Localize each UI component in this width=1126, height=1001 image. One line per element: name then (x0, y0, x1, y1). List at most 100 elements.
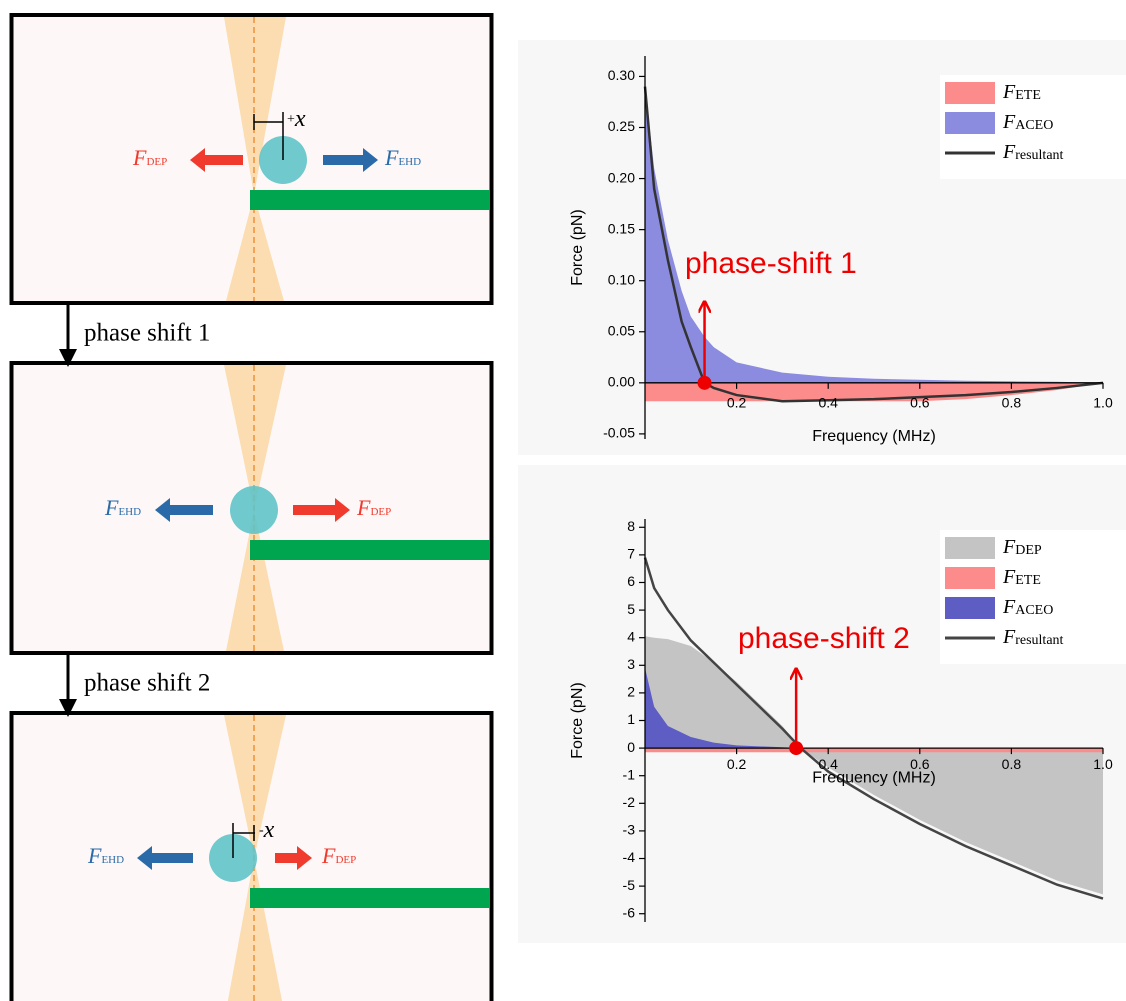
x-axis-title: Frequency (MHz) (812, 428, 936, 445)
y-tick-label: -4 (623, 849, 636, 865)
offset-label: -x (259, 817, 275, 843)
legend-label: FACEO (1002, 111, 1053, 134)
annotation: phase-shift 1 (685, 247, 857, 280)
y-tick-label: 3 (627, 656, 635, 672)
legend-subscript: ETE (1015, 88, 1041, 103)
electrode (250, 190, 490, 210)
y-tick-label: 0.05 (608, 322, 635, 338)
force-subscript: EHD (101, 854, 124, 866)
y-tick-label: 5 (627, 601, 635, 617)
y-tick-label: -2 (623, 794, 636, 810)
force-subscript: DEP (370, 506, 391, 518)
y-tick-label: -3 (623, 822, 636, 838)
force-symbol: F (132, 145, 147, 170)
legend-subscript: ETE (1015, 573, 1041, 588)
y-tick-label: 4 (627, 628, 635, 644)
force-symbol: F (356, 495, 371, 520)
area (645, 748, 1103, 753)
force-arrow (293, 498, 350, 522)
x-tick-label: 0.4 (818, 395, 838, 411)
y-tick-label: 0 (627, 739, 635, 755)
legend-symbol: F (1002, 81, 1016, 103)
legend-swatch (945, 112, 995, 134)
legend-swatch (945, 82, 995, 104)
legend-symbol: F (1002, 596, 1016, 618)
force-subscript: EHD (398, 156, 421, 168)
legend-label: FETE (1002, 81, 1041, 104)
legend-label: FDEP (1002, 536, 1042, 559)
y-tick-label: 0.20 (608, 169, 635, 185)
y-tick-label: 2 (627, 684, 635, 700)
step-label: phase shift 1 (84, 320, 210, 347)
laser-beam (224, 17, 286, 301)
y-tick-label: -0.05 (603, 425, 635, 441)
legend-subscript: ACEO (1015, 603, 1053, 618)
legend-symbol: F (1002, 536, 1016, 558)
force-arrow (275, 846, 312, 870)
legend-subscript: resultant (1015, 633, 1063, 648)
electrode (250, 540, 490, 560)
force-symbol: F (384, 145, 399, 170)
step-label: phase shift 2 (84, 670, 210, 697)
force-subscript: DEP (146, 156, 167, 168)
legend-label: FETE (1002, 566, 1041, 589)
force-arrow (155, 498, 213, 522)
y-tick-label: 0.25 (608, 118, 635, 134)
offset-var: x (263, 817, 275, 843)
y-tick-label: 7 (627, 546, 635, 562)
y-tick-label: -6 (623, 904, 636, 920)
laser-beam (224, 365, 286, 651)
legend-label: Fresultant (1002, 626, 1064, 649)
y-tick-label: -5 (623, 877, 636, 893)
y-tick-label: 8 (627, 518, 635, 534)
annotation: phase-shift 2 (738, 622, 910, 655)
force-label: FEHD (384, 145, 421, 170)
annotation-marker (789, 741, 804, 756)
y-tick-label: 1 (627, 711, 635, 727)
legend-symbol: F (1002, 566, 1016, 588)
y-tick-label: 0.30 (608, 67, 635, 83)
force-label: FDEP (132, 145, 167, 170)
x-tick-label: 0.2 (727, 395, 747, 411)
offset-sign: - (259, 823, 264, 838)
force-arrow (190, 148, 243, 172)
area (645, 86, 1103, 383)
laser-beam (224, 715, 286, 1001)
legend-symbol: F (1002, 141, 1016, 163)
force-symbol: F (87, 843, 102, 868)
legend-subscript: ACEO (1015, 118, 1053, 133)
x-tick-label: 0.8 (1002, 395, 1022, 411)
legend-symbol: F (1002, 111, 1016, 133)
line (643, 86, 1104, 403)
y-tick-label: -1 (623, 766, 636, 782)
force-arrow (323, 148, 378, 172)
particle (230, 486, 278, 534)
x-axis-title: Frequency (MHz) (812, 769, 936, 786)
x-tick-label: 1.0 (1093, 395, 1113, 411)
force-label: FDEP (321, 843, 356, 868)
force-symbol: F (104, 495, 119, 520)
legend-swatch (945, 537, 995, 559)
offset-var: x (294, 106, 306, 132)
force-label: FDEP (356, 495, 391, 520)
legend-symbol: F (1002, 626, 1016, 648)
legend-swatch (945, 597, 995, 619)
x-tick-label: 1.0 (1093, 756, 1113, 772)
y-tick-label: 6 (627, 573, 635, 589)
legend-subscript: resultant (1015, 148, 1063, 163)
legend-label: FACEO (1002, 596, 1053, 619)
offset-sign: + (287, 112, 295, 127)
force-label: FEHD (87, 843, 124, 868)
force-subscript: DEP (335, 854, 356, 866)
x-tick-label: 0.6 (910, 395, 930, 411)
electrode (250, 888, 490, 908)
legend-swatch (945, 567, 995, 589)
force-label: FEHD (104, 495, 141, 520)
y-tick-label: 0.10 (608, 271, 635, 287)
area (645, 636, 1103, 895)
y-axis-title: Force (pN) (569, 209, 586, 285)
force-subscript: EHD (118, 506, 141, 518)
area (645, 668, 1103, 749)
